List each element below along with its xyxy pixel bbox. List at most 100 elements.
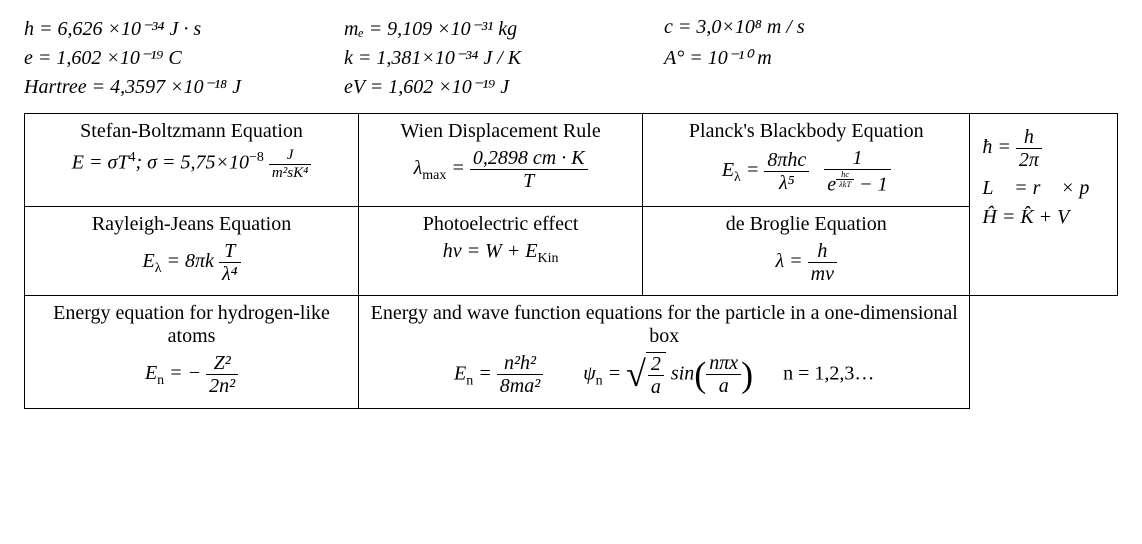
hamiltonian: Ĥ = K̂ + V (982, 206, 1105, 229)
planck-expnum: hc (836, 170, 854, 180)
cell-debroglie: de Broglie Equation λ = h mv (643, 206, 970, 295)
stefan-unit-num: J (269, 147, 311, 165)
cell-side: ħ = h 2π L⃗ = r⃗ × p⃗ Ĥ = K̂ + V (970, 114, 1118, 296)
stefan-sigma: ; σ = 5,75×10 (135, 152, 249, 174)
formula-table: Stefan-Boltzmann Equation E = σT4; σ = 5… (24, 113, 1118, 409)
stefan-formula: E = σT4; σ = 5,75×10−8 J m²sK⁴ (33, 147, 350, 181)
photo-title: Photoelectric effect (367, 213, 634, 236)
wien-max: max (422, 168, 446, 183)
planck-title: Planck's Blackbody Equation (651, 120, 961, 143)
box1d-sqrt-den: a (648, 376, 664, 398)
planck-den2: ehcλkT − 1 (824, 170, 890, 196)
rayleigh-formula: Eλ = 8πk T λ⁴ (33, 240, 350, 285)
box1d-psi: ψ (583, 362, 595, 384)
box1d-En-den: 8ma² (497, 375, 543, 397)
hbar-lhs: ħ = (982, 136, 1016, 158)
debroglie-num: h (808, 240, 837, 263)
wien-frac: 0,2898 cm · K T (470, 147, 588, 192)
rayleigh-E: E (143, 250, 155, 272)
box1d-sqrt-frac: 2 a (648, 353, 664, 398)
const-ev: eV = 1,602 ×10⁻¹⁹ J (344, 74, 664, 99)
planck-expden: λkT (836, 180, 854, 189)
planck-lambda-sub: λ (734, 170, 741, 185)
box1d-psin: n (596, 373, 603, 388)
planck-den1: λ⁵ (764, 172, 809, 194)
wien-formula: λmax = 0,2898 cm · K T (367, 147, 634, 192)
stefan-lhs: E = σT (72, 152, 129, 174)
box1d-sin: sin (666, 362, 694, 384)
debroglie-title: de Broglie Equation (651, 213, 961, 236)
wien-num: 0,2898 cm · K (470, 147, 588, 170)
const-c: c = 3,0×10⁸ m / s (664, 16, 984, 41)
planck-eq: = (741, 159, 765, 181)
cell-hydrogen: Energy equation for hydrogen-like atoms … (25, 295, 359, 408)
rayleigh-den: λ⁴ (219, 263, 241, 285)
planck-num2: 1 (824, 147, 890, 170)
constants-grid: h = 6,626 ×10⁻³⁴ J · s mₑ = 9,109 ×10⁻³¹… (24, 16, 1118, 99)
debroglie-frac: h mv (808, 240, 837, 285)
const-h: h = 6,626 ×10⁻³⁴ J · s (24, 16, 344, 41)
hydrogen-frac: Z² 2n² (206, 352, 238, 397)
box1d-nvals: n = 1,2,3… (783, 362, 874, 384)
box1d-frac-E: n²h² 8ma² (497, 352, 543, 397)
box1d-eq2: = (603, 362, 627, 384)
hydrogen-den: 2n² (206, 375, 238, 397)
stefan-sigma-exp: −8 (249, 150, 264, 165)
hbar-num: h (1016, 126, 1042, 149)
cell-empty (970, 295, 1118, 408)
box1d-sqrt-num: 2 (648, 353, 664, 376)
photo-kin: Kin (537, 251, 558, 266)
photo-eq: hν = W + E (443, 240, 538, 262)
cell-stefan: Stefan-Boltzmann Equation E = σT4; σ = 5… (25, 114, 359, 207)
planck-E: E (722, 159, 734, 181)
rayleigh-frac: T λ⁴ (219, 240, 241, 285)
box1d-formula: En = n²h² 8ma² ψn = √ 2 a sin( nπx (367, 352, 961, 398)
planck-den2b: − 1 (854, 174, 888, 196)
cell-planck: Planck's Blackbody Equation Eλ = 8πhc λ⁵… (643, 114, 970, 207)
hbar-formula: ħ = h 2π (982, 126, 1105, 171)
wien-title: Wien Displacement Rule (367, 120, 634, 143)
wien-eq: = (446, 157, 470, 179)
const-me: mₑ = 9,109 ×10⁻³¹ kg (344, 16, 664, 41)
planck-frac2: 1 ehcλkT − 1 (824, 147, 890, 196)
rayleigh-title: Rayleigh-Jeans Equation (33, 213, 350, 236)
box1d-En-num: n²h² (497, 352, 543, 375)
box1d-title: Energy and wave function equations for t… (367, 302, 961, 348)
const-hartree: Hartree = 4,3597 ×10⁻¹⁸ J (24, 74, 344, 99)
hydrogen-E: E (145, 362, 157, 384)
const-angstrom: A° = 10⁻¹⁰ m (664, 45, 984, 70)
rayleigh-lambda-sub: λ (155, 261, 162, 276)
debroglie-formula: λ = h mv (651, 240, 961, 285)
hydrogen-formula: En = − Z² 2n² (33, 352, 350, 397)
cell-photoelectric: Photoelectric effect hν = W + EKin (359, 206, 643, 295)
wien-den: T (470, 170, 588, 192)
hydrogen-num: Z² (206, 352, 238, 375)
planck-formula: Eλ = 8πhc λ⁵ 1 ehcλkT − 1 (651, 147, 961, 196)
angular-momentum: L⃗ = r⃗ × p⃗ (982, 177, 1105, 200)
const-e: e = 1,602 ×10⁻¹⁹ C (24, 45, 344, 70)
box1d-arg-frac: nπx a (706, 352, 741, 397)
hydrogen-eq: = − (164, 362, 201, 384)
const-empty (664, 74, 984, 99)
rayleigh-num: T (219, 240, 241, 263)
planck-num1: 8πhc (764, 149, 809, 172)
hbar-den: 2π (1016, 149, 1042, 171)
cell-wien: Wien Displacement Rule λmax = 0,2898 cm … (359, 114, 643, 207)
stefan-unit-den: m²sK⁴ (269, 165, 311, 182)
rayleigh-mid: = 8πk (162, 250, 214, 272)
planck-frac1: 8πhc λ⁵ (764, 149, 809, 194)
box1d-arg-den: a (706, 375, 741, 397)
box1d-E: E (454, 362, 466, 384)
box1d-sqrt: √ 2 a (626, 352, 666, 398)
planck-exp-frac: hcλkT (836, 170, 854, 189)
debroglie-den: mv (808, 263, 837, 285)
cell-particle-box: Energy and wave function equations for t… (359, 295, 970, 408)
const-k: k = 1,381×10⁻³⁴ J / K (344, 45, 664, 70)
hbar-frac: h 2π (1016, 126, 1042, 171)
debroglie-lhs: λ = (775, 250, 807, 272)
stefan-title: Stefan-Boltzmann Equation (33, 120, 350, 143)
box1d-arg-num: nπx (706, 352, 741, 375)
stefan-units: J m²sK⁴ (269, 147, 311, 181)
hydrogen-title: Energy equation for hydrogen-like atoms (33, 302, 350, 348)
cell-rayleigh: Rayleigh-Jeans Equation Eλ = 8πk T λ⁴ (25, 206, 359, 295)
